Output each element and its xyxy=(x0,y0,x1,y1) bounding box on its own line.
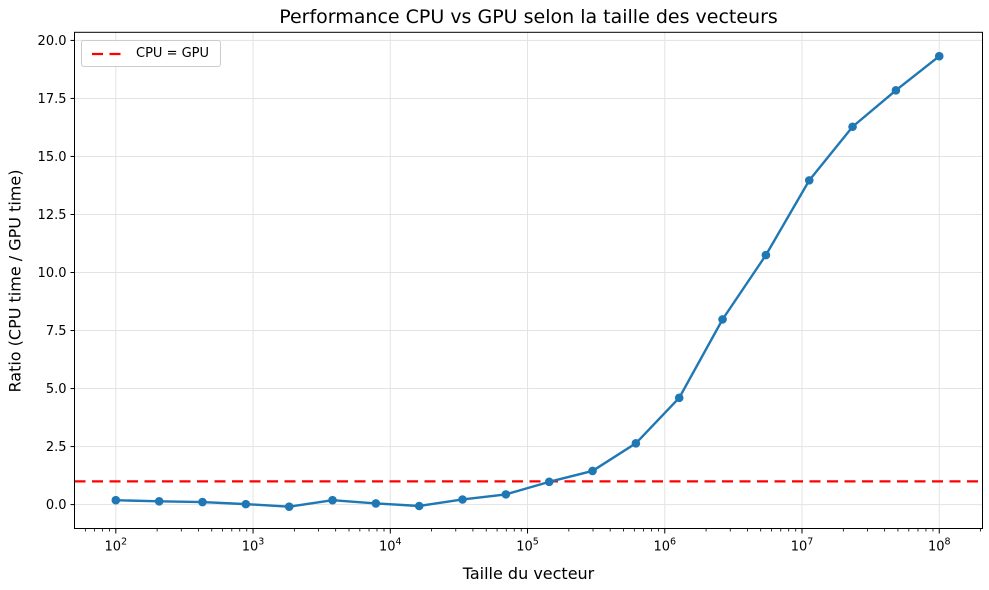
data-point-marker xyxy=(111,495,121,505)
data-point-marker xyxy=(761,250,771,260)
x-tick-label: 104 xyxy=(379,537,402,555)
y-tick-label: 20.0 xyxy=(38,34,67,49)
data-point-marker xyxy=(458,495,467,504)
x-tick-label: 105 xyxy=(516,537,539,555)
data-point-marker xyxy=(241,499,251,509)
y-tick-label: 12.5 xyxy=(38,208,67,223)
chart-title: Performance CPU vs GPU selon la taille d… xyxy=(279,6,778,28)
y-tick-label: 15.0 xyxy=(38,150,67,165)
legend: CPU = GPU xyxy=(81,40,222,67)
data-point-marker xyxy=(588,466,597,476)
y-axis: 0.0 2.5 5.0 7.5 10.0 12.5 15.0 17.5 20.0 xyxy=(38,34,75,513)
data-point-marker xyxy=(934,51,944,61)
data-point-marker xyxy=(631,439,641,448)
x-tick-label: 107 xyxy=(791,537,814,555)
dashed-line-icon xyxy=(92,52,127,55)
y-tick-label: 0.0 xyxy=(46,498,67,513)
data-point-marker xyxy=(284,502,294,511)
y-tick-label: 2.5 xyxy=(46,440,67,455)
x-tick-label: 108 xyxy=(928,537,951,555)
x-tick-label: 103 xyxy=(242,537,265,555)
x-axis-label: Taille du vecteur xyxy=(462,564,595,583)
data-point-marker xyxy=(544,477,554,487)
data-point-marker xyxy=(891,86,901,95)
data-point-marker xyxy=(198,497,207,507)
data-point-marker xyxy=(674,393,684,403)
y-tick-label: 7.5 xyxy=(46,324,67,339)
data-series-line xyxy=(114,55,941,508)
x-tick-label: 106 xyxy=(653,537,676,555)
data-point-marker xyxy=(718,315,727,324)
x-tick-label: 102 xyxy=(105,537,128,555)
data-point-marker xyxy=(154,497,164,506)
y-tick-label: 17.5 xyxy=(38,92,67,107)
plot-border xyxy=(74,31,983,530)
data-point-marker xyxy=(804,176,814,185)
y-tick-label: 10.0 xyxy=(38,266,67,281)
y-axis-label: Ratio (CPU time / GPU time) xyxy=(5,169,25,393)
data-point-marker xyxy=(848,122,857,132)
gridlines xyxy=(74,32,983,529)
data-point-marker xyxy=(501,490,511,499)
x-axis: 102 103 104 105 106 107 108 xyxy=(84,528,981,555)
legend-label: CPU = GPU xyxy=(136,46,210,61)
data-point-marker xyxy=(371,499,381,508)
data-point-marker xyxy=(414,501,424,511)
y-tick-label: 5.0 xyxy=(46,382,67,397)
data-point-marker xyxy=(328,495,337,505)
